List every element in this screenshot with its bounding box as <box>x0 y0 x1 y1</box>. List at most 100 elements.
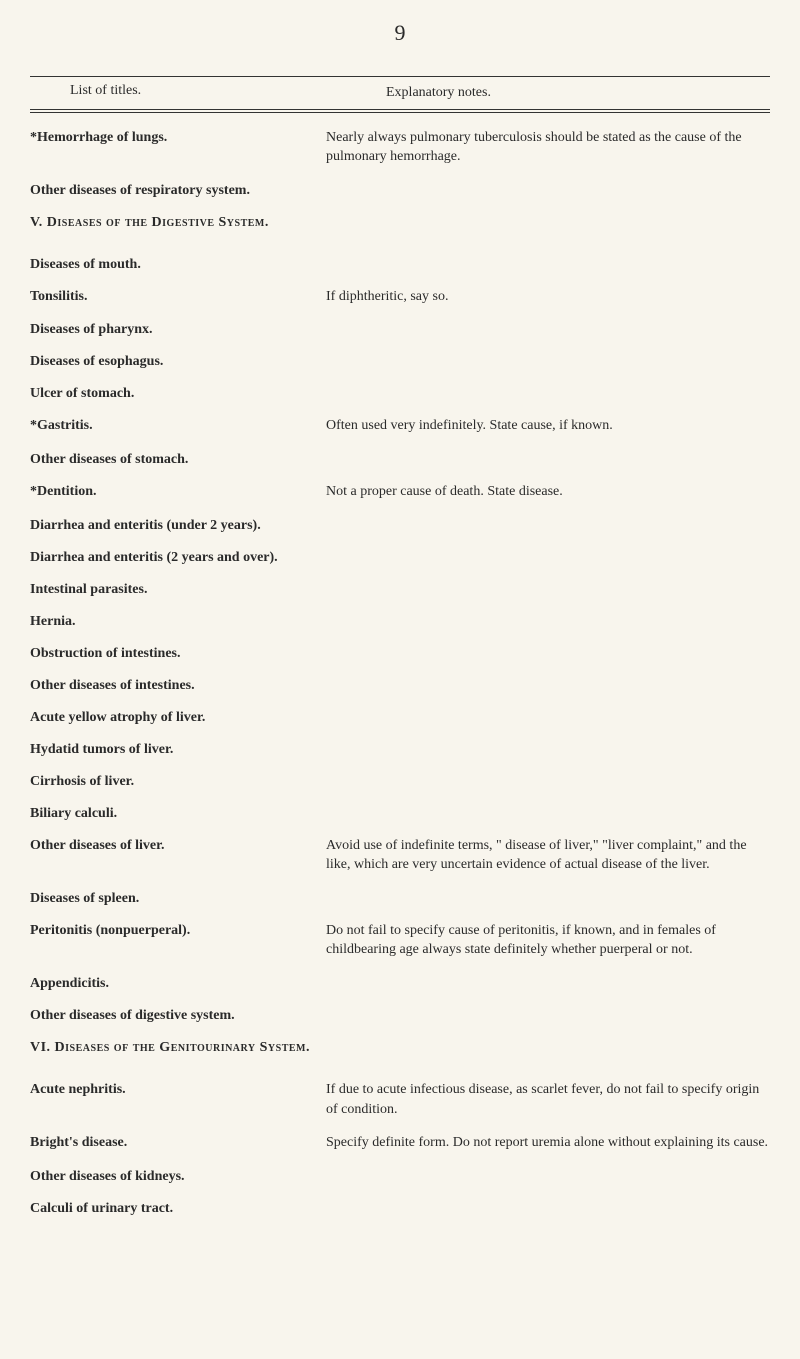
title-cell: *Gastritis. <box>30 416 326 434</box>
table-header: List of titles. Explanatory notes. <box>30 76 770 110</box>
row-title: Cirrhosis of liver. <box>30 774 134 789</box>
table-row: Other diseases of digestive system. <box>30 1006 770 1024</box>
table-row: Other diseases of stomach. <box>30 450 770 468</box>
row-title: Acute yellow atrophy of liver. <box>30 710 205 725</box>
header-divider <box>30 112 770 113</box>
row-title: Diseases of esophagus. <box>30 354 163 369</box>
section-spacer <box>30 1070 770 1080</box>
table-row: Biliary calculi. <box>30 804 770 822</box>
row-title: Bright's disease. <box>30 1135 127 1150</box>
title-cell: Other diseases of stomach. <box>30 450 326 468</box>
table-row: Hydatid tumors of liver. <box>30 740 770 758</box>
table-row: Bright's disease. Specify definite form. … <box>30 1133 770 1153</box>
title-cell: Other diseases of liver. <box>30 836 326 854</box>
row-title: Obstruction of intestines. <box>30 646 181 661</box>
title-cell: Diseases of pharynx. <box>30 320 326 338</box>
table-row: Diseases of spleen. <box>30 889 770 907</box>
table-row: Acute nephritis. If due to acute infectio… <box>30 1080 770 1119</box>
table-row: Diarrhea and enteritis (under 2 years). <box>30 516 770 534</box>
title-cell: Acute nephritis. <box>30 1080 326 1098</box>
title-cell: Diarrhea and enteritis (2 years and over… <box>30 548 326 566</box>
title-cell: V. Diseases of the Digestive System. <box>30 213 326 231</box>
section-header: V. Diseases of the Digestive System. <box>30 215 269 230</box>
section-header: VI. Diseases of the Genitourinary System… <box>30 1040 310 1055</box>
row-title: Acute nephritis. <box>30 1082 126 1097</box>
table-row: *Dentition. Not a proper cause of death. … <box>30 482 770 502</box>
table-row: Diarrhea and enteritis (2 years and over… <box>30 548 770 566</box>
title-cell: Biliary calculi. <box>30 804 326 822</box>
row-title: Tonsilitis. <box>30 289 87 304</box>
title-cell: Other diseases of kidneys. <box>30 1167 326 1185</box>
title-cell: Hydatid tumors of liver. <box>30 740 326 758</box>
row-title: Other diseases of respiratory system. <box>30 183 250 198</box>
row-title: Intestinal parasites. <box>30 582 147 597</box>
row-title: *Dentition. <box>30 484 97 499</box>
table-row: Cirrhosis of liver. <box>30 772 770 790</box>
section-spacer <box>30 245 770 255</box>
row-title: Diarrhea and enteritis (2 years and over… <box>30 550 278 565</box>
table-row: Appendicitis. <box>30 974 770 992</box>
table-row: Intestinal parasites. <box>30 580 770 598</box>
note-cell: Nearly always pulmonary tuberculosis sho… <box>326 128 770 167</box>
title-cell: Diarrhea and enteritis (under 2 years). <box>30 516 326 534</box>
title-cell: Tonsilitis. <box>30 287 326 305</box>
header-right: Explanatory notes. <box>326 83 770 103</box>
row-title: Hernia. <box>30 614 76 629</box>
table-row: Calculi of urinary tract. <box>30 1199 770 1217</box>
title-cell: Appendicitis. <box>30 974 326 992</box>
note-cell: If diphtheritic, say so. <box>326 287 770 307</box>
row-title: Appendicitis. <box>30 976 109 991</box>
title-cell: Other diseases of digestive system. <box>30 1006 326 1024</box>
title-cell: *Hemorrhage of lungs. <box>30 128 326 146</box>
table-body: *Hemorrhage of lungs. Nearly always pulmo… <box>30 128 770 1217</box>
table-row: VI. Diseases of the Genitourinary System… <box>30 1038 770 1056</box>
title-cell: Calculi of urinary tract. <box>30 1199 326 1217</box>
row-title: Biliary calculi. <box>30 806 117 821</box>
title-cell: Diseases of spleen. <box>30 889 326 907</box>
table-row: Other diseases of respiratory system. <box>30 181 770 199</box>
table-row: Ulcer of stomach. <box>30 384 770 402</box>
title-cell: Peritonitis (nonpuerperal). <box>30 921 326 939</box>
table-row: Other diseases of kidneys. <box>30 1167 770 1185</box>
title-cell: Hernia. <box>30 612 326 630</box>
title-cell: *Dentition. <box>30 482 326 500</box>
row-title: Other diseases of liver. <box>30 838 165 853</box>
title-cell: Diseases of esophagus. <box>30 352 326 370</box>
row-title: Ulcer of stomach. <box>30 386 134 401</box>
row-title: Diseases of pharynx. <box>30 322 153 337</box>
title-cell: Ulcer of stomach. <box>30 384 326 402</box>
table-row: Tonsilitis. If diphtheritic, say so. <box>30 287 770 307</box>
table-row: V. Diseases of the Digestive System. <box>30 213 770 231</box>
table-row: Acute yellow atrophy of liver. <box>30 708 770 726</box>
table-row: Diseases of mouth. <box>30 255 770 273</box>
row-title: *Hemorrhage of lungs. <box>30 130 167 145</box>
note-cell: Avoid use of indefinite terms, " disease… <box>326 836 770 875</box>
note-cell: Not a proper cause of death. State disea… <box>326 482 770 502</box>
row-title: Diseases of mouth. <box>30 257 141 272</box>
table-row: Diseases of esophagus. <box>30 352 770 370</box>
note-cell: Specify definite form. Do not report ure… <box>326 1133 770 1153</box>
table-row: *Hemorrhage of lungs. Nearly always pulmo… <box>30 128 770 167</box>
title-cell: Acute yellow atrophy of liver. <box>30 708 326 726</box>
table-row: Other diseases of intestines. <box>30 676 770 694</box>
table-row: Peritonitis (nonpuerperal). Do not fail t… <box>30 921 770 960</box>
row-title: Other diseases of kidneys. <box>30 1169 185 1184</box>
title-cell: Obstruction of intestines. <box>30 644 326 662</box>
header-left: List of titles. <box>30 83 326 103</box>
table-row: Other diseases of liver. Avoid use of ind… <box>30 836 770 875</box>
table-row: Hernia. <box>30 612 770 630</box>
note-cell: Often used very indefinitely. State caus… <box>326 416 770 436</box>
row-title: Hydatid tumors of liver. <box>30 742 173 757</box>
row-title: Other diseases of intestines. <box>30 678 195 693</box>
title-cell: Other diseases of intestines. <box>30 676 326 694</box>
title-cell: Other diseases of respiratory system. <box>30 181 326 199</box>
row-title: Other diseases of digestive system. <box>30 1008 235 1023</box>
title-cell: Bright's disease. <box>30 1133 326 1151</box>
note-cell: Do not fail to specify cause of peritoni… <box>326 921 770 960</box>
page-number: 9 <box>30 20 770 46</box>
note-cell: If due to acute infectious disease, as s… <box>326 1080 770 1119</box>
row-title: Diarrhea and enteritis (under 2 years). <box>30 518 261 533</box>
row-title: Peritonitis (nonpuerperal). <box>30 923 190 938</box>
row-title: Calculi of urinary tract. <box>30 1201 173 1216</box>
row-title: *Gastritis. <box>30 418 93 433</box>
